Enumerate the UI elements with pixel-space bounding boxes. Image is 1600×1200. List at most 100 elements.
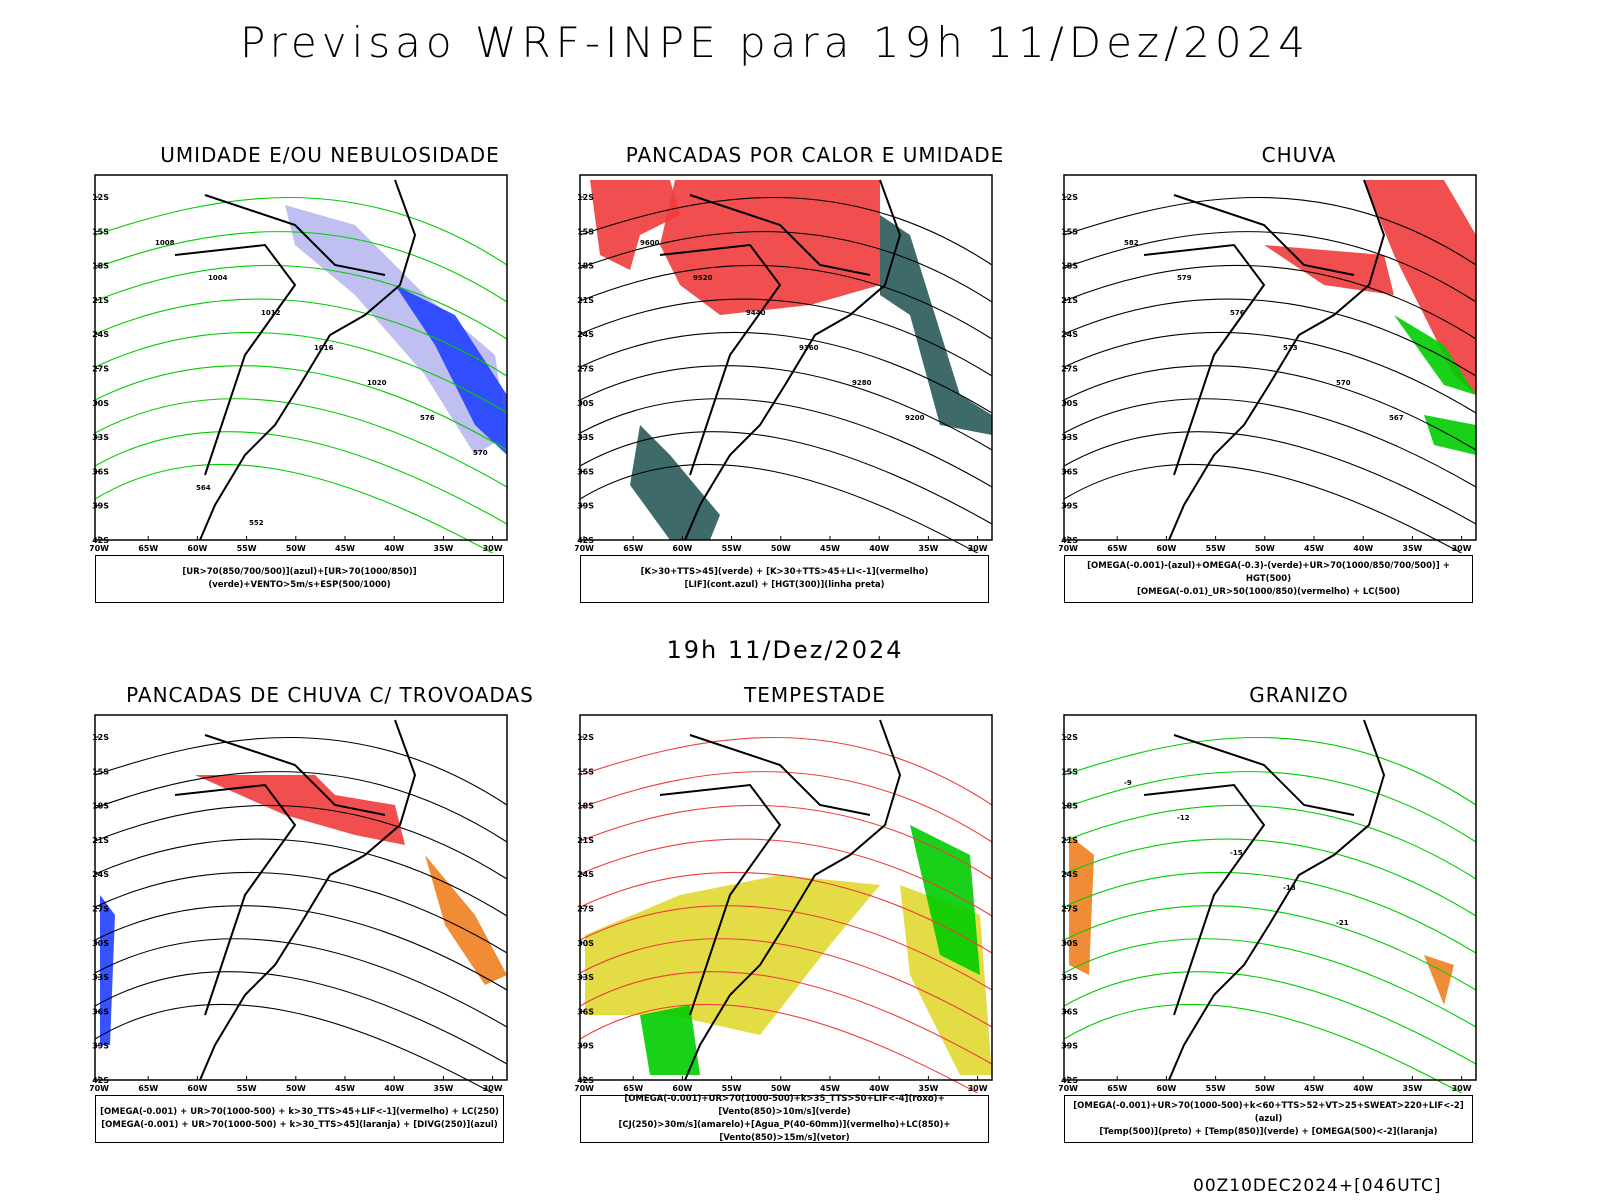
lat-label: 15S <box>1061 767 1078 776</box>
contour-label: 570 <box>473 449 488 457</box>
panel-umidade: UMIDADE E/OU NEBULOSIDADE 1008 1004 1012 10… <box>90 143 570 613</box>
coastline <box>199 179 417 541</box>
shaded-field <box>585 875 880 1035</box>
lat-label: 21S <box>1061 836 1078 845</box>
lon-label: 55W <box>237 1084 257 1093</box>
contour-label: 582 <box>1124 239 1139 247</box>
lon-label: 30W <box>483 544 503 553</box>
lon-label: 60W <box>1156 544 1176 553</box>
contour-line <box>579 871 993 954</box>
shaded-field <box>395 285 507 455</box>
map-frame <box>94 714 508 1081</box>
contour-line <box>94 771 508 843</box>
coastline <box>684 179 902 541</box>
lat-label: 30S <box>92 399 109 408</box>
contour-label: 9280 <box>852 379 872 387</box>
lat-label: 30S <box>1061 939 1078 948</box>
contour-line <box>579 905 993 991</box>
coastline <box>1168 179 1386 541</box>
legend-line: [OMEGA(-0.001)+UR>70(1000-500)+k>35_TTS>… <box>624 1094 945 1117</box>
contour-line <box>579 804 993 880</box>
panel-title: PANCADAS DE CHUVA C/ TROVOADAS <box>126 683 534 707</box>
country-border <box>659 783 782 1016</box>
contour-line <box>94 264 508 340</box>
shaded-field <box>640 1005 700 1075</box>
lat-label: 27S <box>577 365 594 374</box>
contour-line <box>1063 431 1477 525</box>
lon-label: 60W <box>672 544 692 553</box>
lat-label: 12S <box>92 193 109 202</box>
country-border <box>1143 783 1266 1016</box>
lat-label: 24S <box>92 870 109 879</box>
contour-line <box>94 463 494 553</box>
lat-label: 18S <box>577 262 594 271</box>
lat-label: 33S <box>92 433 109 442</box>
country-border <box>659 243 782 476</box>
contour-label: -21 <box>1336 919 1349 927</box>
lat-label: 36S <box>577 467 594 476</box>
lon-label: 50W <box>286 544 306 553</box>
lon-label: 45W <box>1304 544 1324 553</box>
lon-label: 40W <box>1353 1084 1373 1093</box>
contour-line <box>94 231 508 303</box>
state-border <box>689 194 871 276</box>
contour-label: 1008 <box>155 239 175 247</box>
contour-line <box>94 331 508 414</box>
lon-label: 65W <box>1107 1084 1127 1093</box>
lon-label: 35W <box>918 544 938 553</box>
lat-label: 12S <box>577 733 594 742</box>
contour-line <box>94 838 508 917</box>
contour-line <box>1063 871 1477 954</box>
map-frame <box>579 714 993 1081</box>
legend-line: [OMEGA(-0.01)_UR>50(1000/850)(vermelho) … <box>1136 586 1401 597</box>
contour-line <box>1063 804 1477 880</box>
contour-label: 579 <box>1177 274 1192 282</box>
lon-label: 40W <box>1353 544 1373 553</box>
contour-label: 9360 <box>799 344 819 352</box>
lat-label: 30S <box>577 399 594 408</box>
lat-label: 24S <box>1061 330 1078 339</box>
panel-tempestade: TEMPESTADE 12S 15S 18S 21S 24S 27S 30S 33S 36S 39… <box>575 683 1055 1153</box>
lon-label: 65W <box>1107 544 1127 553</box>
panel-title: TEMPESTADE <box>744 683 886 707</box>
mid-caption: 19h 11/Dez/2024 <box>666 636 904 664</box>
panel-chuva: CHUVA 582 579 576 573 570 567 12S 15S 18S 21S 24S 2… <box>1059 143 1539 613</box>
lat-label: 27S <box>92 365 109 374</box>
contour-label: 573 <box>1283 344 1298 352</box>
legend: [OMEGA(-0.001)+UR>70(1000-500)+k<60+TTS>… <box>1064 1095 1473 1143</box>
map-pancadas-calor: 9600 9520 9440 9360 9280 9200 12S 15S 18S 21S 24S 2… <box>575 174 993 553</box>
coastline <box>1168 719 1386 1081</box>
state-border <box>1173 734 1355 816</box>
legend: [OMEGA(-0.001)-(azul)+OMEGA(-0.3)-(verde… <box>1064 555 1473 603</box>
lat-label: 24S <box>92 330 109 339</box>
lon-label: 45W <box>335 1084 355 1093</box>
lat-label: 36S <box>1061 1007 1078 1016</box>
map-frame <box>1063 174 1477 541</box>
contour-line <box>1063 736 1477 806</box>
lon-label: 50W <box>771 1084 791 1093</box>
lon-label: 50W <box>771 544 791 553</box>
shaded-field <box>590 180 680 270</box>
lon-label: 40W <box>384 544 404 553</box>
contour-label: 570 <box>1336 379 1351 387</box>
lon-label: 70W <box>1059 1084 1078 1093</box>
lon-label: 45W <box>335 544 355 553</box>
country-border <box>174 243 297 476</box>
contour-line <box>579 365 993 451</box>
contour-line <box>94 871 508 954</box>
contour-label: 1004 <box>208 274 228 282</box>
legend-line: [UR>70(850/700/500)](azul)+[UR>70(1000/8… <box>182 567 417 590</box>
lat-label: 39S <box>92 502 109 511</box>
state-border <box>204 194 386 276</box>
page-title: Previsao WRF-INPE para 19h 11/Dez/2024 <box>239 18 1311 67</box>
contour-line <box>94 298 508 377</box>
contour-line <box>579 1003 979 1093</box>
lon-label: 40W <box>384 1084 404 1093</box>
shaded-field <box>195 775 405 845</box>
map-chuva: 582 579 576 573 570 567 12S 15S 18S 21S 24S 27S 30S 3… <box>1059 174 1477 553</box>
legend-line: [OMEGA(-0.001) + UR>70(1000-500) + k>30_… <box>100 1107 499 1117</box>
lon-label: 35W <box>1402 1084 1422 1093</box>
shaded-field <box>285 205 507 455</box>
lat-label: 33S <box>1061 433 1078 442</box>
lat-label: 39S <box>577 1042 594 1051</box>
